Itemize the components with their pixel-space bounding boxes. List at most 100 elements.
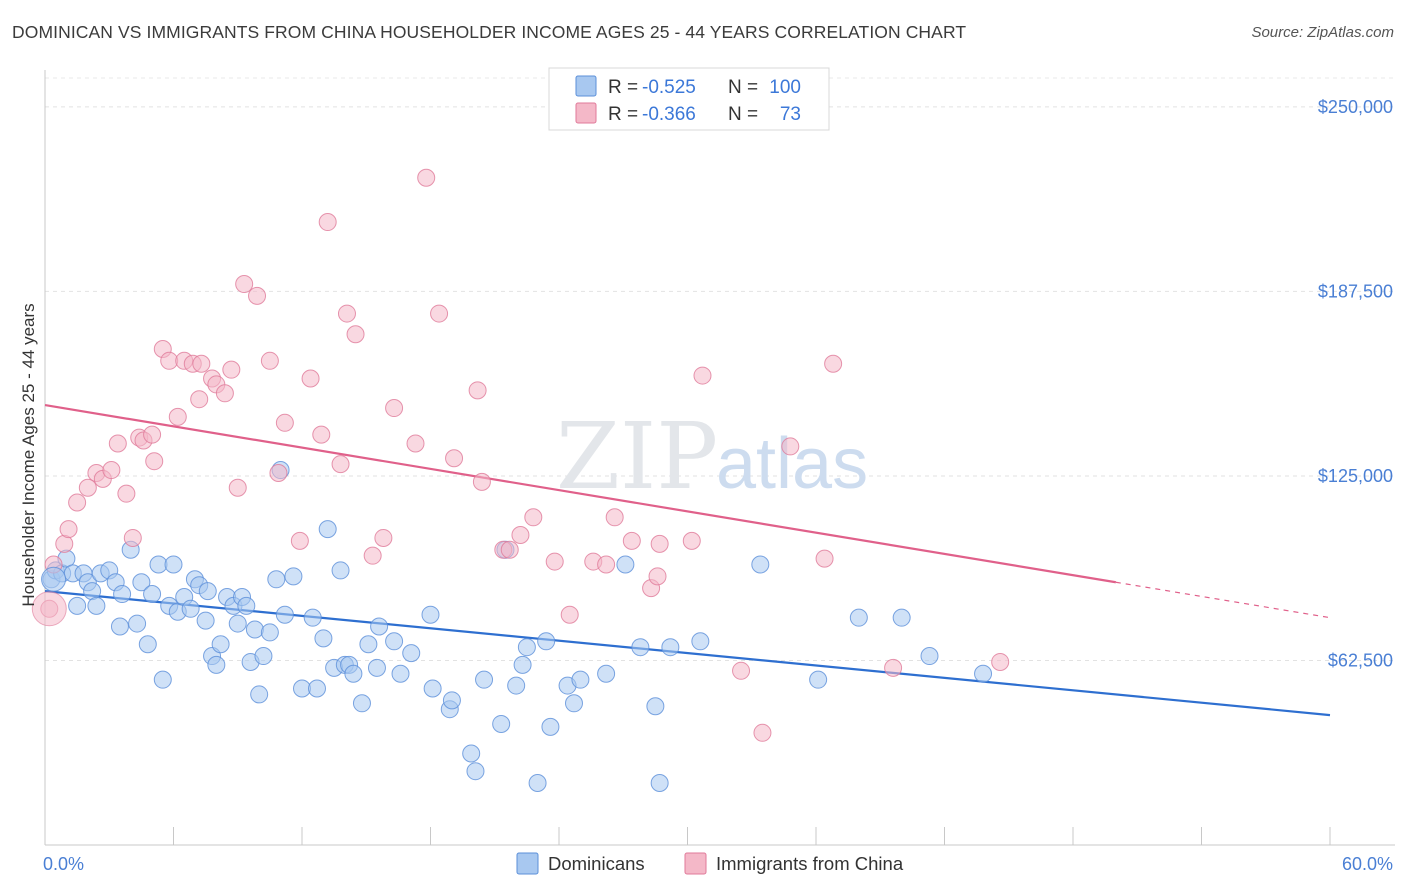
china-trend-line-extension [1115, 581, 1331, 619]
china-point [650, 534, 669, 553]
dominican-point [110, 617, 129, 636]
china-point [102, 461, 121, 480]
dominican-point [809, 670, 828, 689]
china-point [337, 304, 356, 323]
bottom-legend: Dominicans Immigrants from China [516, 852, 904, 875]
dominican-point [402, 644, 421, 663]
china-point [117, 484, 136, 503]
china-point [108, 434, 127, 453]
dominican-point [537, 632, 556, 651]
dominican-point [650, 774, 669, 792]
china-point [445, 449, 464, 468]
dominican-point [113, 585, 132, 604]
dominican-point [691, 632, 710, 651]
dominican-point [507, 676, 526, 695]
data-points [31, 168, 1010, 792]
china-point [318, 213, 337, 232]
china-point [545, 552, 564, 571]
china-point [192, 354, 211, 373]
dominican-point [143, 585, 162, 604]
china-point [682, 531, 701, 550]
dominican-point [920, 647, 939, 666]
dominican-point [284, 567, 303, 586]
dominican-point [492, 714, 511, 733]
china-point [385, 399, 404, 418]
dominican-point [370, 617, 389, 636]
dominican-point [41, 566, 67, 592]
dominican-point [849, 608, 868, 627]
dominican-point [275, 605, 294, 624]
source-credit: Source: ZipAtlas.com [1251, 24, 1394, 41]
dominican-point [164, 555, 183, 574]
legend-r-value: -0.366 [642, 104, 696, 125]
china-point [168, 407, 187, 426]
dominican-point [314, 629, 333, 648]
dominican-point [528, 774, 547, 792]
china-point [59, 520, 78, 539]
china-point [160, 351, 179, 370]
china-point [500, 540, 519, 559]
dominican-point [571, 670, 590, 689]
dominican-point [303, 608, 322, 627]
china-point [824, 354, 843, 373]
bottom-legend-swatch [684, 852, 707, 875]
dominican-point [597, 664, 616, 683]
china-point [605, 508, 624, 527]
x-tick-labels: 0.0% 60.0% [43, 854, 1393, 874]
dominican-point [367, 658, 386, 677]
china-point [781, 437, 800, 456]
dominican-point [267, 570, 286, 589]
china-point [732, 661, 751, 680]
dominican-point [260, 623, 279, 642]
x-tick-label: 0.0% [43, 854, 84, 874]
legend-n-label: N = [728, 77, 758, 98]
legend-n-value: 73 [780, 104, 801, 125]
china-point [417, 168, 436, 187]
dominican-point [198, 582, 217, 601]
china-point [215, 384, 234, 403]
china-point [235, 275, 254, 294]
china-point [222, 360, 241, 379]
dominican-point [892, 608, 911, 627]
dominican-point [442, 691, 461, 710]
china-point [648, 567, 667, 586]
dominican-point [87, 596, 106, 615]
china-trend-line [44, 404, 1117, 584]
china-point [884, 658, 903, 677]
china-point [269, 464, 288, 482]
dominican-point [128, 614, 147, 633]
dominican-point [517, 638, 536, 657]
legend-r-label: R = [608, 104, 638, 125]
dominican-point [293, 679, 311, 698]
china-point [123, 528, 142, 547]
dominican-point [245, 620, 264, 639]
dominican-point [138, 635, 157, 654]
dominican-point [196, 611, 215, 630]
dominican-point [352, 694, 371, 713]
china-point [260, 351, 279, 370]
china-point [693, 366, 712, 385]
top-legend: R = -0.525 N = 100 R = -0.366 N = 73 [548, 67, 830, 131]
china-point [991, 652, 1010, 671]
dominican-point [513, 655, 532, 674]
y-axis-label: Householder Income Ages 25 - 44 years [19, 303, 38, 606]
china-point [228, 478, 247, 497]
china-point [275, 413, 294, 432]
dominican-point [153, 670, 172, 689]
legend-r-label: R = [608, 77, 638, 98]
dominican-point [331, 561, 350, 580]
china-point [190, 390, 209, 409]
dominican-point [423, 679, 442, 698]
dominican-point [344, 664, 363, 683]
dominican-point [974, 664, 993, 683]
legend-n-value: 100 [769, 77, 801, 98]
china-point [145, 452, 164, 471]
china-point [301, 369, 320, 388]
dominican-point [646, 697, 665, 716]
dominican-point [631, 638, 650, 657]
watermark-atlas: atlas [716, 424, 868, 504]
china-point [290, 531, 309, 550]
dominican-point [254, 647, 273, 666]
china-point [597, 555, 616, 574]
dominican-point [68, 596, 87, 615]
